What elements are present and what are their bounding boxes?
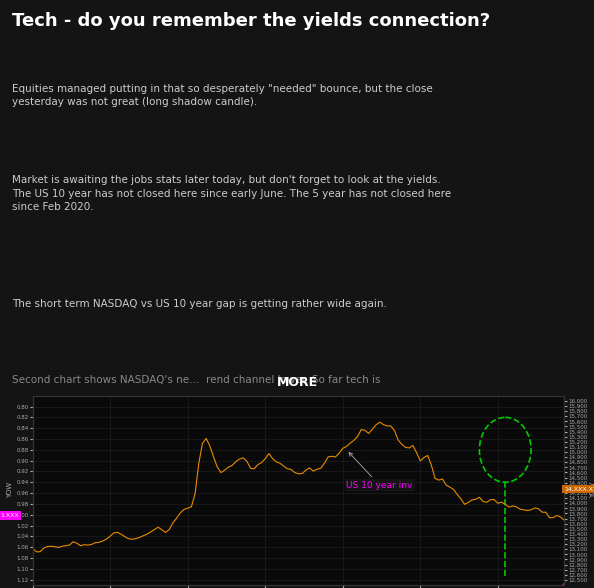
Text: Equities managed putting in that so desperately "needed" bounce, but the close
y: Equities managed putting in that so desp… (12, 83, 432, 107)
Y-axis label: YOW: YOW (590, 482, 594, 499)
Text: Market is awaiting the jobs stats later today, but don't forget to look at the y: Market is awaiting the jobs stats later … (12, 175, 451, 212)
Text: 1.XXX: 1.XXX (1, 513, 20, 518)
Text: 14,XXX.XX: 14,XXX.XX (564, 486, 594, 492)
Text: The short term NASDAQ vs US 10 year gap is getting rather wide again.: The short term NASDAQ vs US 10 year gap … (12, 299, 387, 309)
Y-axis label: YOW: YOW (8, 482, 14, 499)
Text: MORE: MORE (276, 376, 318, 389)
Text: Second chart shows NASDAQ's ne…  rend channel lower. So far tech is: Second chart shows NASDAQ's ne… rend cha… (12, 375, 380, 385)
Text: US 10 year inv: US 10 year inv (346, 453, 413, 490)
Text: Tech - do you remember the yields connection?: Tech - do you remember the yields connec… (12, 12, 490, 30)
